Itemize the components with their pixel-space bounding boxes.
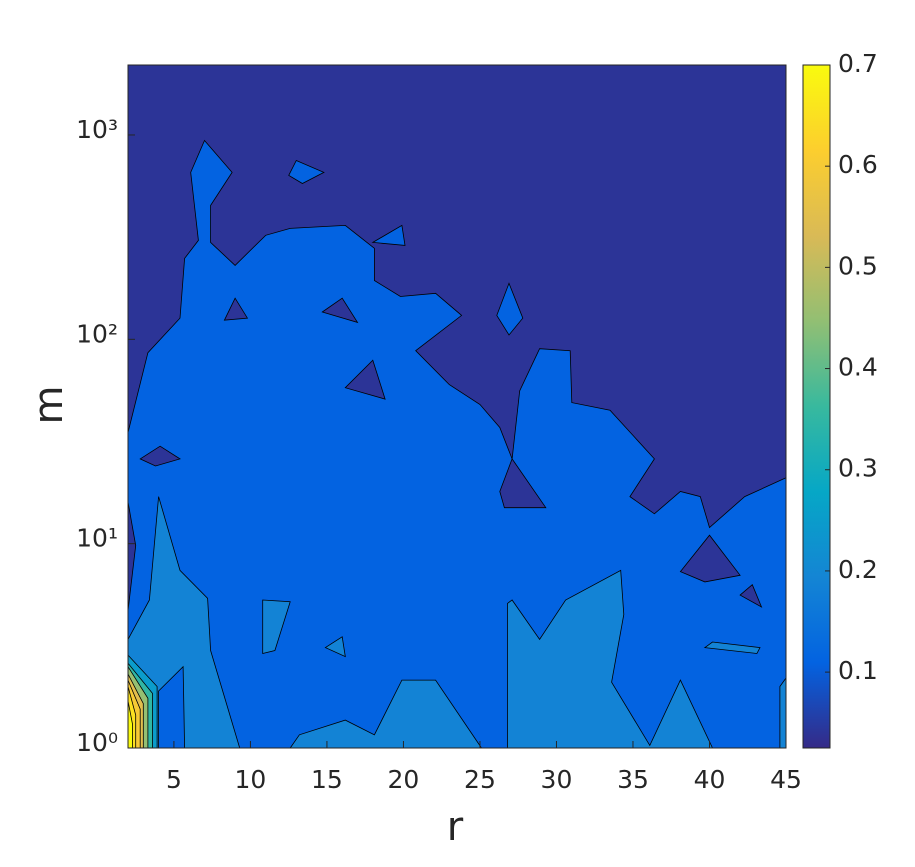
contour-region bbox=[679, 534, 741, 583]
colorbar-tick-label: 0.6 bbox=[838, 150, 878, 179]
plot-frame bbox=[127, 64, 787, 749]
contour-region bbox=[139, 445, 181, 467]
contour-region bbox=[507, 569, 714, 749]
contour-region bbox=[496, 282, 524, 336]
x-tick-label: 5 bbox=[166, 765, 182, 794]
contour-region bbox=[324, 636, 346, 658]
colorbar-tick-label: 0.3 bbox=[838, 454, 878, 483]
colorbar-tick-label: 0.7 bbox=[838, 49, 878, 78]
y-tick-label: 10⁰ bbox=[76, 728, 118, 757]
colorbar-tick-label: 0.4 bbox=[838, 353, 878, 382]
colorbar-tick-label: 0.5 bbox=[838, 251, 878, 280]
y-tick-label: 10¹ bbox=[76, 524, 118, 553]
contour-region bbox=[371, 224, 406, 246]
contour-region bbox=[703, 641, 761, 654]
colorbar-tick-label: 0.1 bbox=[838, 656, 878, 685]
colorbar bbox=[802, 64, 831, 749]
x-tick-label: 40 bbox=[694, 765, 726, 794]
contour-region bbox=[321, 297, 359, 324]
contour-region bbox=[344, 359, 386, 400]
contour-region bbox=[779, 676, 787, 749]
y-tick-label: 10² bbox=[76, 319, 118, 348]
contour-region bbox=[288, 159, 325, 184]
contour-region bbox=[223, 297, 249, 321]
x-tick-label: 25 bbox=[464, 765, 496, 794]
x-tick-label: 30 bbox=[541, 765, 573, 794]
x-tick-label: 10 bbox=[235, 765, 267, 794]
x-tick-label: 45 bbox=[770, 765, 802, 794]
x-tick-label: 20 bbox=[388, 765, 420, 794]
y-axis-label: m bbox=[26, 386, 72, 425]
colorbar-tick-label: 0.2 bbox=[838, 555, 878, 584]
contour-region bbox=[739, 584, 763, 608]
x-tick-label: 15 bbox=[311, 765, 343, 794]
contour-region bbox=[289, 679, 483, 749]
contour-region bbox=[262, 599, 291, 655]
y-tick-label: 10³ bbox=[76, 115, 118, 144]
x-tick-label: 35 bbox=[617, 765, 649, 794]
contour-region bbox=[499, 458, 547, 509]
x-axis-label: r bbox=[447, 804, 464, 850]
